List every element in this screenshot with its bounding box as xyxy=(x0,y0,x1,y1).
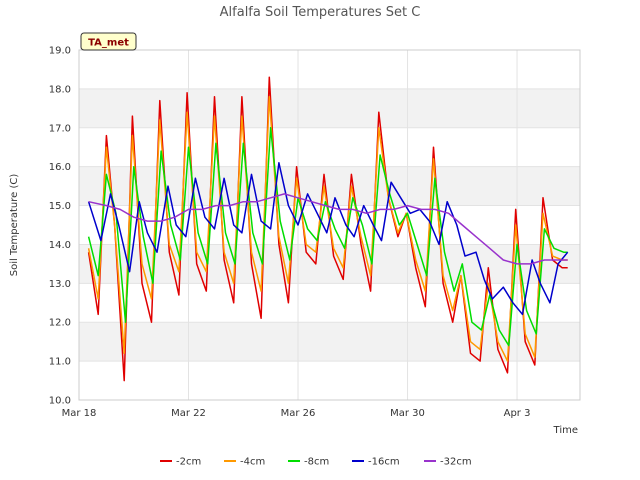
legend-item: -16cm xyxy=(352,457,400,468)
badge-label: TA_met xyxy=(88,38,129,49)
legend-item: -32cm xyxy=(424,457,472,468)
grid-band xyxy=(79,244,580,284)
grid-band xyxy=(79,50,580,89)
plot-frame xyxy=(78,49,581,401)
legend-label: -4cm xyxy=(240,457,265,468)
y-tick-label: 15.0 xyxy=(49,201,71,212)
grid-band xyxy=(79,166,580,206)
legend-label: -8cm xyxy=(304,457,329,468)
x-axis: Mar 18 Mar 22 Mar 26 Mar 30 Apr 3 xyxy=(62,408,531,419)
y-axis-label: Soil Temperature (C) xyxy=(9,174,20,277)
legend: -2cm -4cm -8cm -16cm -32cm xyxy=(160,457,472,468)
y-tick-label: 16.0 xyxy=(49,162,71,173)
grid-band xyxy=(79,127,580,167)
x-tick-label: Mar 22 xyxy=(171,408,206,419)
y-tick-label: 14.0 xyxy=(49,240,71,251)
grid-band xyxy=(79,88,580,128)
legend-item: -2cm xyxy=(160,457,201,468)
y-tick-label: 11.0 xyxy=(49,357,71,368)
x-tick-label: Apr 3 xyxy=(504,408,531,419)
y-tick-label: 10.0 xyxy=(49,396,71,407)
y-axis: 10.0 11.0 12.0 13.0 14.0 15.0 16.0 17.0 18.0 19.0 xyxy=(49,46,71,407)
y-tick-label: 19.0 xyxy=(49,46,71,57)
x-tick-label: Mar 18 xyxy=(62,408,97,419)
series-line-16cm xyxy=(87,162,569,316)
grid-band xyxy=(79,283,580,323)
legend-item: -4cm xyxy=(224,457,265,468)
legend-item: -8cm xyxy=(288,457,329,468)
y-tick-label: 18.0 xyxy=(49,84,71,95)
x-tick-label: Mar 26 xyxy=(281,408,316,419)
badge-box xyxy=(80,32,137,51)
x-tick-label: Mar 30 xyxy=(390,408,425,419)
y-tick-label: 12.0 xyxy=(49,318,71,329)
y-tick-label: 17.0 xyxy=(49,123,71,134)
legend-label: -2cm xyxy=(176,457,201,468)
y-tick-label: 13.0 xyxy=(49,279,71,290)
legend-label: -32cm xyxy=(440,457,472,468)
chart-title: Alfalfa Soil Temperatures Set C xyxy=(220,5,421,20)
x-axis-label: Time xyxy=(553,425,578,436)
series-line-32cm xyxy=(88,193,568,265)
ta-met-badge: TA_met xyxy=(80,32,137,51)
series-lines xyxy=(87,76,569,382)
legend-label: -16cm xyxy=(368,457,400,468)
grid-band xyxy=(79,361,580,400)
